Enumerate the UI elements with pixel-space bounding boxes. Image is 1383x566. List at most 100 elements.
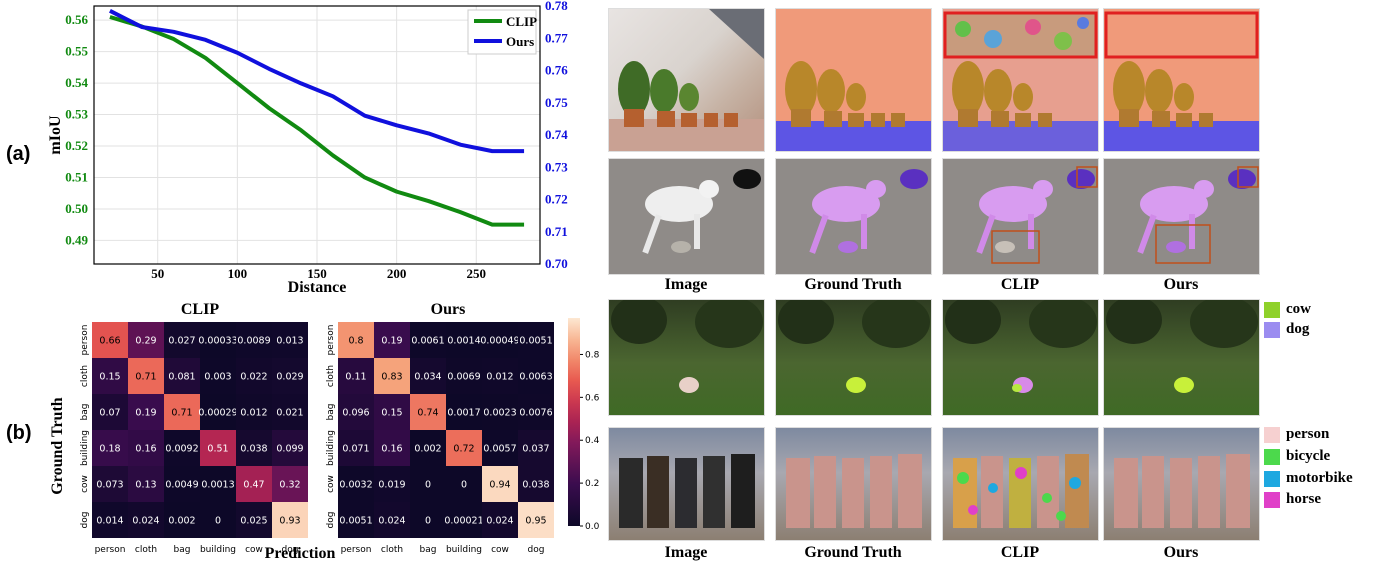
cm-clip-cell-0-1 (128, 322, 164, 358)
cm-ours-cell-0-5 (518, 322, 554, 358)
cm-clip-value-0-1: 0.29 (135, 336, 156, 347)
line-chart-frame (93, 5, 541, 265)
cm-ours-value-4-3: 0 (461, 480, 467, 491)
cm-clip-value-2-2: 0.71 (171, 408, 192, 419)
y-right-tick-7: 0.77 (545, 30, 568, 45)
colorbar-gradient (568, 318, 580, 526)
cm-ours-cell-1-4 (482, 358, 518, 394)
cm-clip-cell-0-4 (236, 322, 272, 358)
cm-clip-value-4-0: 0.073 (96, 480, 123, 491)
cm-clip-row-label-3: building (80, 430, 90, 466)
cm-ours-value-0-3: 0.0014 (447, 336, 480, 347)
row3-clip (942, 299, 1099, 416)
cm-ours-value-2-2: 0.74 (417, 408, 438, 419)
cm-ours-value-2-1: 0.15 (381, 408, 402, 419)
x-tick-0: 50 (151, 266, 164, 281)
cm-ours-cell-3-1 (374, 430, 410, 466)
legend-horse: horse (1264, 491, 1321, 508)
y-right-tick-2: 0.72 (545, 192, 568, 207)
row1-ours (1103, 8, 1260, 152)
cm-clip-cell-4-0 (92, 466, 128, 502)
cm-ours-cell-1-1 (374, 358, 410, 394)
cm-clip-cell-2-0 (92, 394, 128, 430)
cm-clip-value-4-3: 0.0013 (201, 480, 234, 491)
row4-clip (942, 427, 1099, 541)
cm-ours-cell-0-0 (338, 322, 374, 358)
caption-top-ground-truth: Ground Truth (804, 276, 902, 293)
cm-clip-cell-0-3 (200, 322, 236, 358)
cm-ours-value-1-3: 0.0069 (447, 372, 480, 383)
colorbar-tick-3: 0.2 (585, 479, 599, 489)
cm-clip-value-5-3: 0 (215, 516, 221, 527)
cm-ours-value-1-2: 0.034 (414, 372, 441, 383)
cm-clip-value-5-1: 0.024 (132, 516, 159, 527)
cm-clip-value-0-2: 0.027 (168, 336, 195, 347)
cm-ours-row-label-1: cloth (326, 365, 336, 387)
cm-clip-value-0-0: 0.66 (99, 336, 120, 347)
row4-image (608, 427, 765, 541)
cm-clip-row-label-2: bag (80, 404, 90, 421)
cm-clip-row-label-1: cloth (80, 365, 90, 387)
row2-image (608, 158, 765, 275)
cm-ours-value-0-1: 0.19 (381, 336, 402, 347)
cm-clip-value-5-0: 0.014 (96, 516, 123, 527)
cm-ours-cell-3-4 (482, 430, 518, 466)
cm-ours-cell-2-5 (518, 394, 554, 430)
cm-ours-value-1-1: 0.83 (381, 372, 402, 383)
cm-clip-value-0-5: 0.013 (276, 336, 303, 347)
cm-clip-value-5-5: 0.93 (279, 516, 300, 527)
cm-ours-value-5-5: 0.95 (525, 516, 546, 527)
legend-person: person (1264, 426, 1329, 443)
cm-clip-cell-2-3 (200, 394, 236, 430)
cm-ours-value-3-4: 0.0057 (483, 444, 516, 455)
y-left-tick-7: 0.56 (65, 12, 88, 27)
line-chart-series (109, 9, 525, 227)
legend-motorbike: motorbike (1264, 470, 1353, 487)
legend-person-swatch (1264, 426, 1280, 443)
cm-clip-row-label-4: cow (80, 475, 90, 493)
cm-clip-col-label-5: dog (282, 545, 299, 555)
cm-ours-value-5-2: 0 (425, 516, 431, 527)
cm-ours-cell-4-1 (374, 466, 410, 502)
row1-clip (942, 8, 1099, 152)
cm-clip-value-2-0: 0.07 (99, 408, 120, 419)
cm-ours-value-2-5: 0.0076 (519, 408, 552, 419)
confusion-matrices: CLIP Ours 0.66 0.29 0.027 0.00033 0.0089 0.01… (49, 301, 600, 562)
cm-clip-value-3-0: 0.18 (99, 444, 120, 455)
cm-clip-value-4-2: 0.0049 (165, 480, 198, 491)
y-axis-label: mIoU (47, 115, 64, 155)
cm-ours-cell-5-1 (374, 502, 410, 538)
cm-clip-value-3-1: 0.16 (135, 444, 156, 455)
row3-image (608, 299, 765, 416)
colorbar: 0.8 0.6 0.4 0.2 0.0 (568, 318, 600, 532)
cm-clip-row-label-0: person (80, 325, 90, 356)
y-right-tick-3: 0.73 (545, 159, 568, 174)
legend-bicycle-swatch (1264, 448, 1280, 465)
cm-ours-col-label-5: dog (528, 545, 545, 555)
cm-ours-value-3-0: 0.071 (342, 444, 369, 455)
cm-clip-value-1-1: 0.71 (135, 372, 156, 383)
cm-clip-cell-1-0 (92, 358, 128, 394)
cm-clip-value-5-4: 0.025 (240, 516, 267, 527)
cm-clip-cell-2-2 (164, 394, 200, 430)
cm-clip-value-3-2: 0.0092 (165, 444, 198, 455)
cm-ours-row-label-0: person (326, 325, 336, 356)
cm-ours-value-3-1: 0.16 (381, 444, 402, 455)
y-left-tick-2: 0.51 (65, 169, 88, 184)
cm-ours-value-0-0: 0.8 (348, 336, 363, 347)
cm-clip-cell-3-3 (200, 430, 236, 466)
cm-ours-row-label-4: cow (326, 475, 336, 493)
x-tick-1: 100 (228, 266, 248, 281)
cm-ours-cell-2-2 (410, 394, 446, 430)
y-left-tick-6: 0.55 (65, 44, 88, 59)
row2-clip (942, 158, 1099, 275)
cm-ours-value-3-2: 0.002 (414, 444, 441, 455)
cm-clip-cell-4-4 (236, 466, 272, 502)
cm-ours-cell-3-0 (338, 430, 374, 466)
legend-horse-swatch (1264, 491, 1280, 508)
y-right-tick-8: 0.78 (545, 0, 568, 13)
cm-clip-value-0-4: 0.0089 (237, 336, 270, 347)
cm-ours-value-2-4: 0.0023 (483, 408, 516, 419)
y-right-tick-4: 0.74 (545, 127, 568, 142)
legend-dog: dog (1264, 321, 1309, 338)
